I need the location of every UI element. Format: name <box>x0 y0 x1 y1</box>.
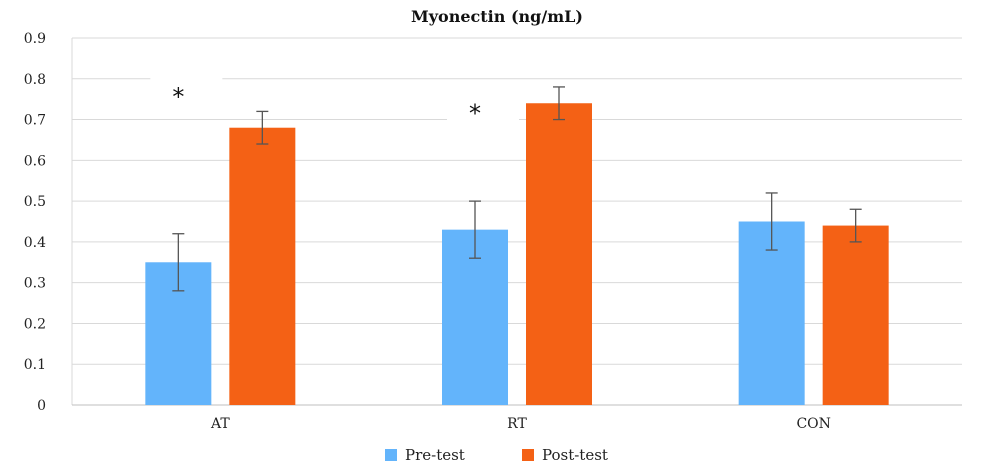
legend-swatch-post-test <box>522 449 534 461</box>
error-bars <box>172 86 862 292</box>
legend: Pre-test Post-test <box>385 446 608 464</box>
y-tick-label: 0.9 <box>24 31 46 47</box>
bar-post-test-rt <box>526 103 592 405</box>
legend-label: Pre-test <box>405 446 465 464</box>
y-tick-label: 0 <box>37 398 46 414</box>
y-tick-label: 0.6 <box>24 153 46 169</box>
annotation-backdrop <box>447 87 519 130</box>
y-tick-label: 0.7 <box>24 113 46 129</box>
bar-post-test-at <box>229 127 296 405</box>
annotations: ** <box>150 71 519 130</box>
significance-asterisk: * <box>469 99 481 127</box>
bars <box>145 103 889 405</box>
y-tick-label: 0.4 <box>24 235 46 251</box>
y-tick-label: 0.8 <box>24 72 46 88</box>
x-axis: AT RT CON <box>210 416 831 432</box>
y-axis: 0 0.1 0.2 0.3 0.4 0.5 0.6 0.7 0.8 0.9 <box>24 31 46 414</box>
bar-pre-test-rt <box>442 229 508 405</box>
y-tick-label: 0.5 <box>24 194 46 210</box>
y-tick-label: 0.3 <box>24 276 46 292</box>
significance-asterisk: * <box>172 83 184 111</box>
chart-title: Myonectin (ng/mL) <box>411 7 583 26</box>
legend-swatch-pre-test <box>385 449 397 461</box>
gridlines <box>71 37 962 406</box>
legend-label: Post-test <box>542 446 608 464</box>
bar-post-test-con <box>822 225 889 405</box>
x-category-label: CON <box>796 416 830 432</box>
annotation-backdrop <box>150 71 223 114</box>
x-category-label: AT <box>210 416 230 432</box>
y-tick-label: 0.2 <box>24 316 46 332</box>
bar-pre-test-con <box>738 221 805 405</box>
x-category-label: RT <box>507 416 527 432</box>
y-tick-label: 0.1 <box>24 357 46 373</box>
